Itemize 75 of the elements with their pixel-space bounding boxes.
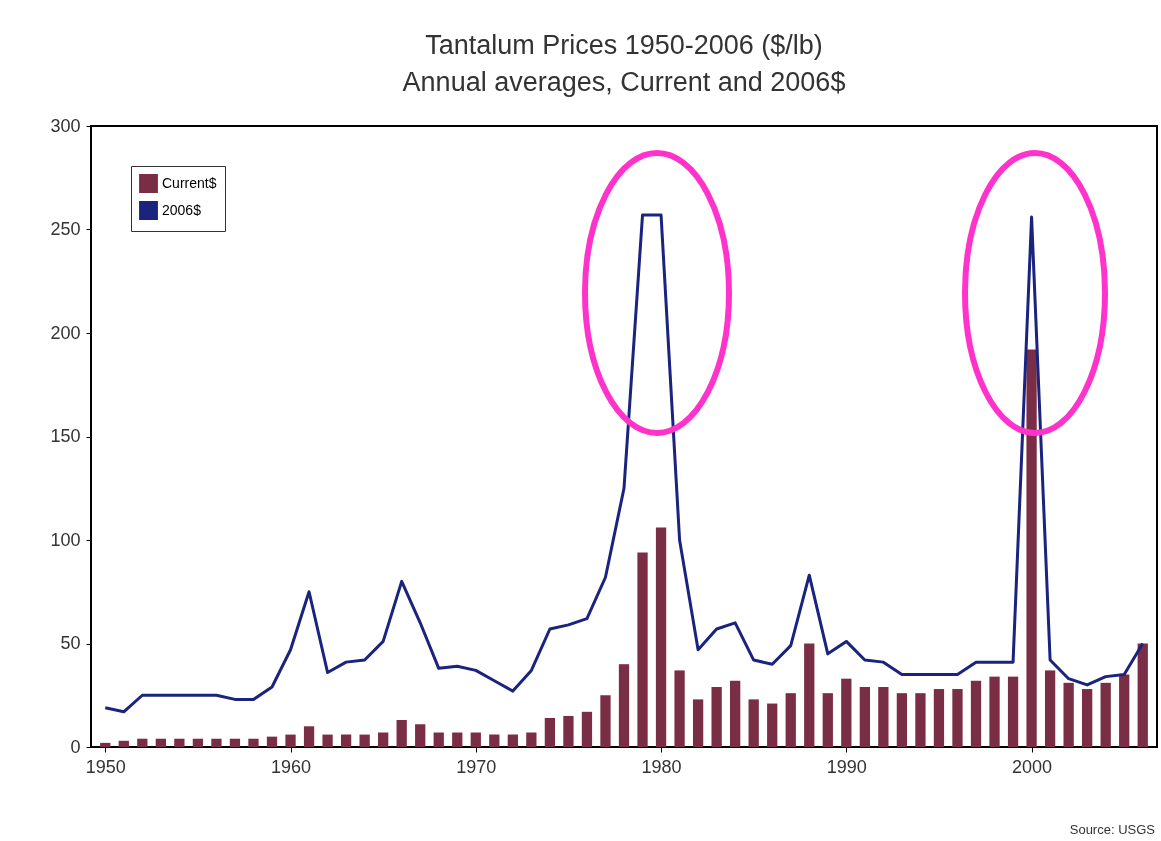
bar (489, 734, 500, 747)
bar (748, 699, 759, 747)
bar (767, 703, 778, 747)
y-tick-label: 200 (50, 322, 81, 343)
bar (785, 693, 796, 747)
y-tick-label: 50 (60, 633, 81, 653)
legend-label: 2006$ (162, 201, 202, 218)
bar (174, 738, 185, 747)
bar (285, 734, 296, 747)
bar (804, 643, 815, 747)
x-tick-label: 1950 (85, 756, 126, 777)
bar (322, 734, 333, 747)
bar (989, 676, 1000, 747)
bar (303, 726, 315, 747)
bar (915, 693, 926, 747)
y-tick-label: 100 (50, 529, 81, 550)
bar (730, 680, 741, 747)
bar (674, 670, 685, 747)
bar (415, 724, 426, 747)
bar (1100, 682, 1111, 747)
chart-subtitle: Annual averages, Current and 2006$ (402, 67, 846, 97)
bar (896, 693, 908, 747)
bar (396, 720, 407, 747)
x-tick-label: 1960 (271, 756, 312, 777)
bar (1119, 674, 1130, 747)
x-tick-label: 1970 (456, 756, 497, 777)
bar (1044, 670, 1056, 747)
bar (526, 732, 537, 747)
bar (618, 664, 630, 747)
bar (137, 738, 148, 747)
source-note: Source: USGS (1069, 822, 1155, 837)
bar (878, 686, 889, 747)
bar (711, 686, 722, 747)
bar (1007, 676, 1019, 747)
bar (100, 742, 111, 747)
bar (155, 738, 166, 747)
bar (655, 527, 667, 747)
bar (1026, 349, 1037, 747)
bar (359, 734, 370, 747)
bar (229, 738, 241, 747)
bar (952, 689, 963, 747)
bar (1063, 682, 1074, 747)
bar (600, 695, 611, 747)
bar (692, 699, 704, 747)
bar (266, 736, 278, 747)
y-tick-label: 0 (70, 736, 81, 757)
bar (563, 715, 574, 747)
bar (452, 732, 463, 747)
y-tick-label: 300 (50, 115, 81, 136)
bar (822, 693, 833, 747)
bar (470, 732, 481, 747)
bar (637, 552, 648, 747)
bar (211, 738, 222, 747)
bar (1082, 689, 1093, 747)
bar (433, 732, 444, 747)
bar (340, 734, 352, 747)
legend-label: Current$ (162, 174, 217, 191)
bar (544, 718, 556, 747)
bar (248, 738, 259, 747)
bar (118, 740, 129, 747)
y-tick-label: 150 (50, 426, 81, 446)
bar (378, 732, 389, 747)
bar (581, 711, 593, 747)
chart-title: Tantalum Prices 1950-2006 ($/lb) (425, 30, 823, 60)
bar (192, 738, 204, 747)
bar (933, 689, 945, 747)
y-tick-label: 250 (50, 219, 81, 239)
bar (970, 680, 982, 747)
bar (859, 686, 870, 747)
x-tick-label: 1990 (826, 756, 867, 777)
bar (507, 734, 518, 747)
bar (841, 678, 852, 747)
x-tick-label: 2000 (1012, 756, 1053, 777)
x-tick-label: 1980 (641, 756, 682, 777)
bar (1137, 643, 1148, 747)
